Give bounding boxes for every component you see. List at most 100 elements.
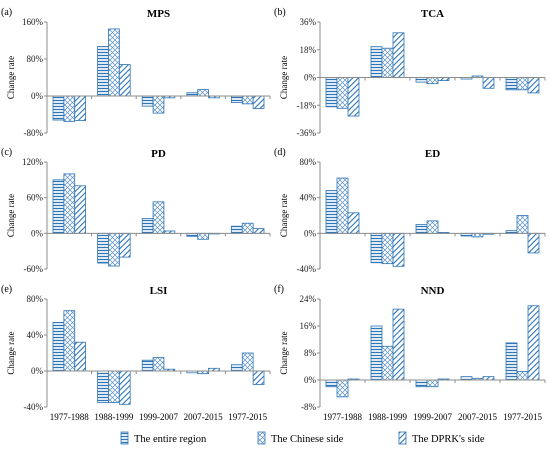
x-category-label: 1977-1988 xyxy=(323,412,362,422)
y-tick-label: 18% xyxy=(300,45,317,55)
bar-lsi-2-series-0 xyxy=(141,359,154,372)
bar-tca-3-series-2 xyxy=(482,77,495,89)
y-tick-label: 0% xyxy=(31,91,44,101)
bar-lsi-1-series-2 xyxy=(118,370,131,405)
bar-pd-4-series-1 xyxy=(241,222,254,234)
panel-title: LSI xyxy=(150,285,168,297)
bar-ed-3-series-1 xyxy=(471,232,484,238)
y-tick-label: 16% xyxy=(300,321,317,331)
bar-mps-0-series-2 xyxy=(74,95,87,121)
y-axis-label: Change rate xyxy=(6,194,16,237)
bar-mps-2-series-0 xyxy=(141,95,154,107)
y-tick-label: 0% xyxy=(304,228,317,238)
bar-mps-1-series-0 xyxy=(97,46,109,97)
y-tick-label: 80% xyxy=(27,294,44,304)
panel-pd: (c) PD Change rate -60% 0% 60% 120% xyxy=(1,147,271,274)
bar-tca-2-series-0 xyxy=(415,77,428,83)
panel-letter: (a) xyxy=(1,7,12,18)
bar-lsi-2-series-1 xyxy=(152,357,165,372)
bar-nnd-0-series-1 xyxy=(336,379,349,398)
bar-nnd-1-series-2 xyxy=(392,308,405,381)
bar-tca-4-series-2 xyxy=(527,77,540,94)
legend-label: The entire region xyxy=(134,434,207,445)
panel-tca: (b) TCA Change rate -36% -18% 0% 18% 36% xyxy=(274,7,546,138)
bar-pd-0-series-2 xyxy=(74,185,87,234)
x-category-label: 1977-2015 xyxy=(228,412,267,422)
y-tick-label: -40% xyxy=(24,402,44,412)
bar-pd-1-series-2 xyxy=(118,232,131,258)
panel-letter: (c) xyxy=(1,147,12,158)
bar-lsi-1-series-0 xyxy=(97,370,109,403)
bar-nnd-4-series-2 xyxy=(527,305,540,381)
panel-title: ED xyxy=(425,148,440,160)
bar-ed-1-series-1 xyxy=(381,232,394,265)
bar-tca-0-series-2 xyxy=(347,77,360,117)
bar-ed-0-series-0 xyxy=(325,190,338,234)
legend-swatch-crosshatch xyxy=(257,431,266,445)
bar-nnd-0-series-0 xyxy=(325,379,338,388)
y-axis-label: Change rate xyxy=(6,331,16,374)
panel-letter: (f) xyxy=(274,284,284,295)
legend-swatch-horizontal xyxy=(120,431,129,445)
bar-nnd-4-series-0 xyxy=(505,342,518,381)
bar-lsi-0-series-2 xyxy=(74,341,87,372)
bar-mps-4-series-0 xyxy=(230,95,243,103)
x-category-label: 1977-1988 xyxy=(50,412,89,422)
bar-pd-0-series-0 xyxy=(52,179,65,234)
y-tick-label: 60% xyxy=(27,193,44,203)
y-tick-label: 0% xyxy=(304,73,317,83)
bar-pd-4-series-2 xyxy=(252,228,265,234)
y-tick-label: 36% xyxy=(300,17,317,27)
y-axis-label: Change rate xyxy=(279,331,289,374)
panel-mps: (a) MPS Change rate -80% 0% 80% 160% xyxy=(1,7,271,138)
bar-mps-2-series-1 xyxy=(152,95,165,114)
bar-lsi-4-series-0 xyxy=(230,364,243,372)
y-tick-label: 80% xyxy=(300,157,317,167)
panel-ed: (d) ED Change rate -40% 0% 40% 80% xyxy=(274,147,546,274)
y-tick-label: -18% xyxy=(297,100,317,110)
x-category-label: 2007-2015 xyxy=(458,412,497,422)
panel-title: PD xyxy=(151,148,166,160)
legend-label: The Chinese side xyxy=(271,434,344,445)
y-tick-label: 0% xyxy=(31,228,44,238)
bar-pd-1-series-0 xyxy=(97,232,109,264)
y-tick-label: 120% xyxy=(22,157,44,167)
bar-tca-0-series-0 xyxy=(325,77,338,108)
bar-ed-1-series-0 xyxy=(370,232,383,264)
bar-lsi-4-series-1 xyxy=(241,352,254,372)
bar-pd-0-series-1 xyxy=(63,173,76,234)
y-tick-label: -8% xyxy=(301,402,316,412)
y-tick-label: -40% xyxy=(297,264,317,274)
y-tick-label: 0% xyxy=(304,375,317,385)
panel-letter: (e) xyxy=(1,284,12,295)
y-tick-label: 8% xyxy=(304,348,317,358)
bar-ed-1-series-2 xyxy=(392,232,405,267)
bar-pd-3-series-1 xyxy=(197,232,209,240)
legend: The entire region The Chinese side The DPR… xyxy=(120,431,485,445)
legend-swatch-diagonal xyxy=(398,431,407,445)
x-category-label: 1977-2015 xyxy=(503,412,542,422)
bar-ed-2-series-1 xyxy=(426,220,439,234)
bar-mps-4-series-1 xyxy=(241,95,254,105)
bar-tca-0-series-1 xyxy=(336,77,349,109)
x-category-label: 2007-2015 xyxy=(184,412,223,422)
x-category-label: 1999-2007 xyxy=(413,412,452,422)
bar-mps-4-series-2 xyxy=(252,95,265,109)
bar-ed-0-series-2 xyxy=(347,212,360,234)
y-axis-label: Change rate xyxy=(279,194,289,237)
bar-lsi-0-series-0 xyxy=(52,321,65,372)
panel-letter: (b) xyxy=(274,7,286,18)
y-tick-label: -60% xyxy=(24,264,44,274)
bar-mps-0-series-0 xyxy=(52,95,65,121)
x-category-label: 1999-2007 xyxy=(139,412,178,422)
bar-tca-2-series-1 xyxy=(426,77,439,85)
panel-title: TCA xyxy=(421,8,444,20)
y-tick-label: 40% xyxy=(300,193,317,203)
y-axis-label: Change rate xyxy=(6,56,16,99)
bar-nnd-2-series-1 xyxy=(426,379,439,388)
bar-tca-4-series-1 xyxy=(516,77,529,91)
bar-pd-2-series-0 xyxy=(141,218,154,234)
legend-label: The DPRK's side xyxy=(412,434,485,445)
bar-nnd-4-series-1 xyxy=(516,371,529,381)
